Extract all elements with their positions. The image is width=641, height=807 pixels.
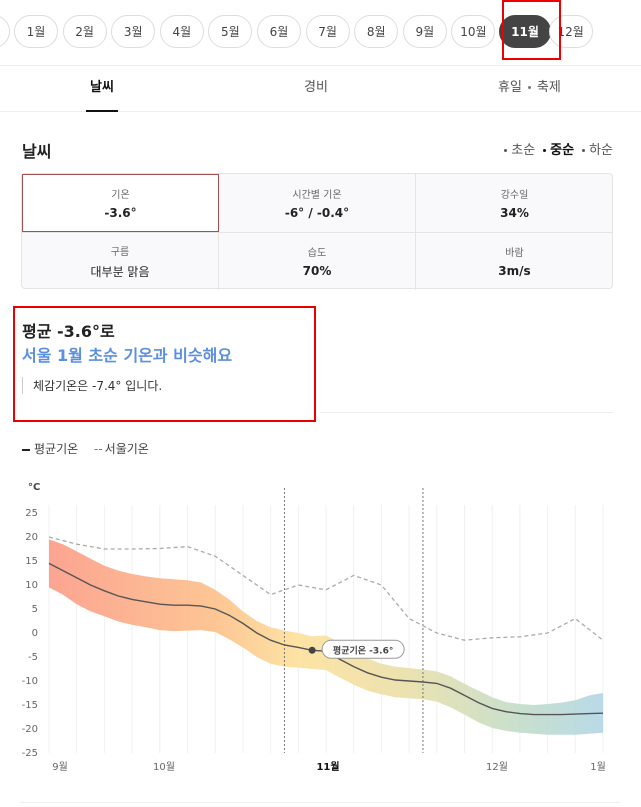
tab-cost[interactable]: 경비: [304, 80, 328, 95]
month-chip-11[interactable]: 11월: [499, 15, 551, 48]
stat-rain-days[interactable]: 강수일 34%: [500, 190, 529, 220]
stat-humidity[interactable]: 습도 70%: [219, 232, 416, 290]
month-chip-1[interactable]: 1월: [14, 15, 58, 48]
y-tick-label: -25: [22, 748, 38, 759]
stat-hourly-temperature[interactable]: 시간별 기온 -6° / -0.4°: [219, 174, 416, 232]
month-chip-7[interactable]: 7월: [305, 15, 350, 48]
annotation-label: 평균기온 -3.6°: [333, 644, 393, 656]
section-title: 날씨: [22, 142, 52, 161]
highlight-box-summary: [13, 306, 316, 422]
month-chip-10[interactable]: 10월: [451, 15, 496, 48]
x-tick-label: 9월: [52, 761, 68, 773]
stat-cloud[interactable]: 구름 대부분 맑음: [22, 232, 219, 290]
annotation-pill: [321, 639, 405, 659]
x-tick-label: 11월: [316, 761, 339, 773]
y-tick-label: 5: [32, 604, 38, 615]
y-unit-label: °C: [28, 482, 40, 493]
tab-weather[interactable]: 날씨: [90, 80, 114, 95]
grid-divider: [22, 232, 612, 233]
y-tick-label: -15: [22, 700, 38, 711]
highlight-box-active-month: [502, 0, 561, 60]
y-tick-label: -5: [28, 652, 38, 663]
y-tick-label: -20: [22, 724, 38, 735]
current-point-marker: [308, 646, 316, 654]
tab-holiday-festival[interactable]: 휴일 축제: [498, 76, 561, 95]
active-tab-indicator: [86, 110, 118, 112]
bottom-divider: [20, 802, 620, 803]
month-chip-4[interactable]: 4월: [159, 15, 204, 48]
seoul-temperature-line: [48, 536, 604, 641]
similar-climate-text: 서울 1월 초순 기온과 비슷해요: [22, 346, 233, 365]
month-chip-6[interactable]: 6월: [257, 15, 301, 48]
stat-temperature[interactable]: 기온 -3.6°: [22, 174, 219, 232]
period-selector: 초순 중순 하순: [504, 139, 613, 158]
month-chip-previous[interactable]: [0, 15, 10, 48]
tab-bar: 날씨 경비 휴일 축제: [0, 66, 641, 112]
temperature-range-band: [49, 539, 603, 735]
y-tick-label: 0: [32, 628, 38, 639]
chart-legend: 평균기온 -- 서울기온: [22, 440, 149, 457]
month-chip-3[interactable]: 3월: [111, 15, 156, 48]
y-tick-label: 10: [25, 580, 38, 591]
legend-seoul-label: 서울기온: [104, 442, 149, 456]
month-selector: 1월 2월 3월 4월 5월 6월 7월 8월 9월 10월 11월 12월: [0, 0, 641, 66]
month-chip-5[interactable]: 5월: [208, 15, 253, 48]
month-chip-8[interactable]: 8월: [354, 15, 399, 48]
period-early[interactable]: 초순: [504, 139, 535, 158]
y-tick-label: 25: [25, 508, 38, 519]
legend-dashed-line-icon: --: [94, 442, 103, 456]
temperature-chart: °C 25 20 15 10 5 0 -5 -10 -15 -20 -25 평균기온 -3.6° 9월 10…: [22, 482, 606, 773]
x-tick-label: 1월: [590, 761, 606, 773]
month-chip-2[interactable]: 2월: [62, 15, 107, 48]
stat-wind[interactable]: 바람 3m/s: [498, 248, 531, 278]
y-tick-label: -10: [22, 676, 38, 687]
y-tick-label: 15: [25, 556, 38, 567]
legend-avg-label: 평균기온: [34, 442, 79, 456]
divider: [320, 412, 613, 413]
separator-dot: [527, 86, 531, 89]
tab-holiday-label: 휴일: [498, 80, 522, 95]
y-tick-label: 20: [25, 532, 38, 543]
x-tick-label: 10월: [153, 761, 175, 773]
weather-stats-grid: 기온 -3.6° 시간별 기온 -6° / -0.4° 강수일 34% 구름 대…: [21, 173, 613, 290]
month-chip-9[interactable]: 9월: [402, 15, 447, 48]
period-late[interactable]: 하순: [582, 139, 613, 158]
tab-festival-label: 축제: [536, 80, 561, 95]
x-tick-label: 12월: [486, 761, 508, 773]
legend-solid-line-icon: [22, 448, 30, 451]
feels-like-text: 체감기온은 -7.4° 입니다.: [22, 377, 162, 394]
period-mid[interactable]: 중순: [543, 139, 574, 158]
average-temperature-text: 평균 -3.6°로: [22, 322, 115, 341]
month-chip-12[interactable]: 12월: [548, 15, 593, 48]
